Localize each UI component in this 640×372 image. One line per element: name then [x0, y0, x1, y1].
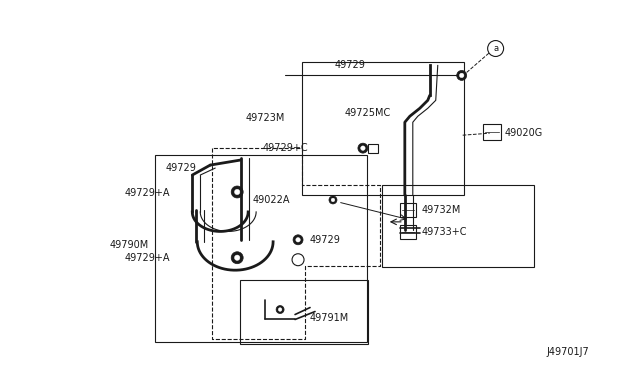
Circle shape	[292, 254, 304, 266]
Circle shape	[329, 196, 337, 204]
Circle shape	[231, 252, 243, 264]
Text: 49791M: 49791M	[310, 312, 349, 323]
Circle shape	[276, 305, 284, 314]
Bar	[368, 144, 378, 153]
Circle shape	[231, 186, 243, 198]
Text: 49729: 49729	[165, 163, 196, 173]
Circle shape	[457, 70, 467, 80]
Text: 49723M: 49723M	[246, 113, 285, 123]
Bar	[156, 155, 367, 342]
Text: 49790M: 49790M	[109, 240, 148, 250]
Bar	[483, 124, 500, 140]
Text: 49725MC: 49725MC	[345, 108, 391, 118]
Circle shape	[234, 189, 240, 195]
Text: J49701J7: J49701J7	[547, 347, 589, 357]
Text: 49729+A: 49729+A	[125, 188, 170, 198]
Text: b: b	[296, 255, 301, 264]
Text: a: a	[493, 44, 498, 53]
Circle shape	[278, 308, 282, 311]
Circle shape	[234, 255, 240, 260]
Bar	[302, 62, 464, 195]
Text: 49729+C: 49729+C	[262, 143, 308, 153]
Circle shape	[358, 143, 368, 153]
Bar	[400, 203, 416, 217]
Text: 49729: 49729	[310, 235, 341, 245]
Circle shape	[293, 235, 303, 245]
Circle shape	[460, 73, 464, 78]
Circle shape	[361, 146, 365, 150]
Circle shape	[296, 238, 300, 242]
Text: 49022A: 49022A	[253, 195, 290, 205]
Bar	[382, 185, 534, 267]
Text: 49020G: 49020G	[504, 128, 543, 138]
Text: 49732M: 49732M	[422, 205, 461, 215]
Bar	[400, 225, 416, 239]
Text: 49729+A: 49729+A	[125, 253, 170, 263]
Text: 49733+C: 49733+C	[422, 227, 467, 237]
Circle shape	[331, 198, 335, 202]
Bar	[240, 280, 368, 344]
Text: 49729: 49729	[335, 60, 365, 70]
